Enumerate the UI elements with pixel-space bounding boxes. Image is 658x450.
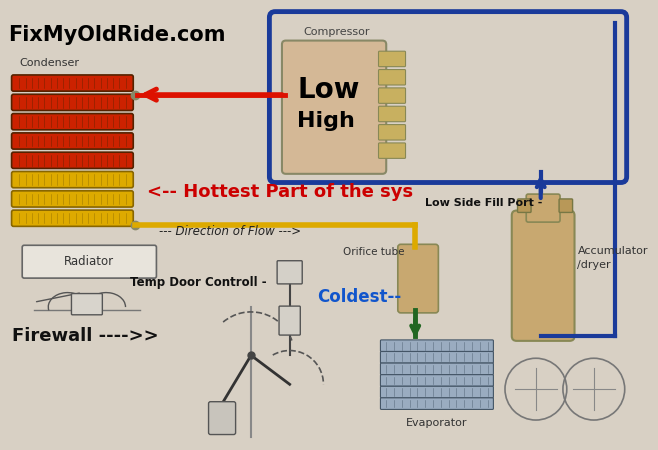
FancyBboxPatch shape	[12, 113, 134, 130]
FancyBboxPatch shape	[378, 143, 405, 158]
FancyBboxPatch shape	[279, 306, 300, 335]
FancyBboxPatch shape	[12, 94, 134, 111]
FancyBboxPatch shape	[12, 152, 134, 168]
FancyBboxPatch shape	[559, 199, 572, 212]
Text: --- Direction of Flow --->: --- Direction of Flow --->	[159, 225, 301, 238]
FancyBboxPatch shape	[378, 125, 405, 140]
FancyBboxPatch shape	[209, 402, 236, 435]
FancyBboxPatch shape	[378, 70, 405, 85]
FancyArrowPatch shape	[37, 293, 80, 302]
Text: High: High	[297, 111, 355, 130]
Text: <-- Hottest Part of the sys: <-- Hottest Part of the sys	[147, 183, 413, 201]
FancyBboxPatch shape	[380, 340, 494, 351]
FancyBboxPatch shape	[12, 191, 134, 207]
FancyBboxPatch shape	[378, 106, 405, 122]
Text: FixMyOldRide.com: FixMyOldRide.com	[8, 25, 225, 45]
Text: Radiator: Radiator	[64, 255, 114, 268]
Text: Firewall ---->>: Firewall ---->>	[12, 327, 158, 345]
FancyBboxPatch shape	[380, 351, 494, 363]
Text: Orifice tube: Orifice tube	[343, 247, 404, 257]
FancyBboxPatch shape	[380, 363, 494, 375]
FancyBboxPatch shape	[277, 261, 302, 284]
FancyBboxPatch shape	[22, 245, 157, 278]
FancyBboxPatch shape	[378, 88, 405, 104]
FancyBboxPatch shape	[12, 210, 134, 226]
FancyBboxPatch shape	[378, 51, 405, 67]
Text: Evaporator: Evaporator	[406, 418, 468, 428]
FancyBboxPatch shape	[282, 40, 386, 174]
FancyBboxPatch shape	[526, 194, 560, 222]
FancyBboxPatch shape	[518, 199, 531, 212]
FancyBboxPatch shape	[12, 171, 134, 188]
FancyBboxPatch shape	[398, 244, 438, 313]
Text: Coldest--: Coldest--	[316, 288, 401, 306]
Text: Accumulator: Accumulator	[578, 246, 648, 256]
FancyBboxPatch shape	[512, 211, 574, 341]
Text: Temp Door Controll -: Temp Door Controll -	[130, 276, 267, 289]
FancyBboxPatch shape	[380, 375, 494, 386]
Text: /dryer: /dryer	[578, 261, 611, 270]
FancyBboxPatch shape	[380, 386, 494, 398]
FancyBboxPatch shape	[12, 75, 134, 91]
Text: Low: Low	[297, 76, 360, 104]
Text: Condenser: Condenser	[19, 58, 80, 68]
FancyBboxPatch shape	[12, 133, 134, 149]
FancyBboxPatch shape	[380, 398, 494, 410]
Text: Compressor: Compressor	[303, 27, 370, 37]
FancyBboxPatch shape	[72, 293, 103, 315]
Text: Low Side Fill Port -: Low Side Fill Port -	[425, 198, 542, 208]
